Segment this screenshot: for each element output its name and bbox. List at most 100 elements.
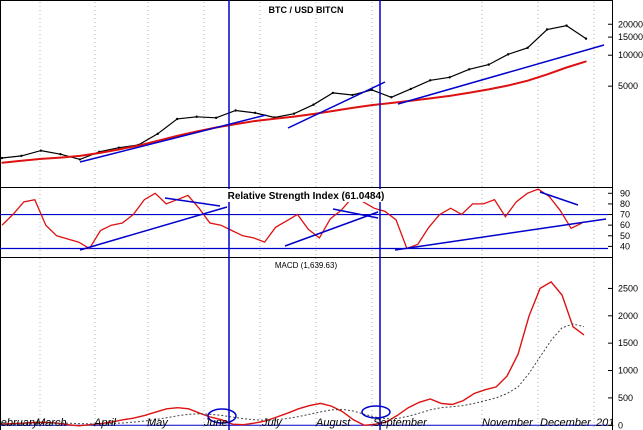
price-ytick-label-0: 20000 (618, 19, 643, 29)
ma-point-26 (507, 84, 509, 87)
price-trendline-1 (79, 114, 267, 163)
month-label-2: April (93, 417, 117, 429)
ma-point-0 (1, 161, 3, 164)
ma-point-3 (59, 156, 62, 159)
ma-point-6 (118, 148, 120, 151)
rsi-trendline-up-2 (284, 211, 379, 247)
price-point-10 (195, 115, 198, 118)
rsi-trendline-up-1 (79, 206, 228, 251)
price-ytick-label-2: 10000 (618, 50, 643, 60)
macd-crossover-ellipse-2 (361, 405, 391, 419)
price-point-4 (78, 158, 82, 161)
macd-panel-frame (0, 257, 613, 430)
ma-point-20 (390, 102, 393, 104)
rsi-trendline-down-3 (539, 191, 579, 206)
ma-point-23 (448, 95, 451, 97)
price-point-26 (506, 53, 510, 56)
month-label-7: September (373, 417, 428, 429)
price-trendline-2 (287, 81, 386, 129)
macd-ytick-label-2: 1500 (618, 338, 638, 348)
price-point-27 (526, 46, 529, 50)
rsi-ytick-label-2: 70 (620, 210, 630, 220)
price-trendline-3 (397, 44, 605, 105)
price-point-2 (39, 149, 43, 152)
ma-point-9 (176, 135, 178, 137)
ma-point-25 (487, 88, 490, 91)
macd-ytick-label-1: 2000 (618, 311, 638, 321)
ma-point-4 (79, 155, 81, 157)
rsi-line (1, 188, 583, 250)
ma-point-7 (137, 144, 140, 147)
ma-point-5 (98, 152, 101, 154)
price-point-8 (156, 132, 159, 136)
price-point-15 (292, 112, 296, 115)
rsi-ytick-label-1: 80 (620, 199, 630, 209)
price-point-17 (331, 91, 335, 95)
month-label-0: February (0, 417, 40, 429)
price-point-9 (176, 117, 179, 121)
macd-ytick-label-3: 1000 (618, 366, 638, 376)
price-ytick-label-3: 5000 (618, 81, 638, 91)
price-point-13 (253, 111, 257, 115)
rsi-ytick-label-5: 40 (620, 241, 630, 251)
rsi-ytick-label-0: 90 (620, 188, 630, 198)
macd-crossover-ellipse-1 (207, 408, 237, 424)
month-label-6: August (315, 417, 351, 429)
month-label-9: December (540, 417, 592, 429)
price-point-3 (59, 152, 62, 156)
price-point-16 (312, 103, 315, 106)
ma-point-15 (293, 115, 295, 118)
price-point-22 (429, 79, 432, 82)
price-panel-title: BTC / USD BITCN (269, 5, 344, 15)
price-ytick-label-1: 15000 (618, 32, 643, 42)
macd-panel-title: MACD (1,639.63) (275, 261, 338, 270)
month-label-1: March (36, 417, 67, 429)
price-point-12 (234, 109, 237, 112)
month-label-3: May (147, 417, 169, 429)
annotation-layer (79, 0, 607, 430)
price-point-23 (448, 76, 451, 79)
ma-point-28 (546, 73, 548, 76)
rsi-trendline-down-1 (164, 197, 221, 207)
price-point-11 (214, 116, 218, 120)
price-point-25 (487, 63, 490, 66)
price-point-29 (565, 24, 568, 27)
month-label-5: July (261, 417, 283, 429)
label-layer: FebruaryMarch April May June July August Septe… (0, 19, 643, 430)
ma-point-27 (526, 79, 529, 82)
ma-point-29 (565, 66, 568, 69)
month-label-10: 201 (595, 417, 614, 429)
rsi-panel-title: Relative Strength Index (61.0484) (228, 191, 385, 202)
ma-point-13 (254, 120, 256, 122)
macd-ytick-label-5: 0 (618, 420, 623, 430)
price-point-6 (117, 146, 121, 149)
ma-point-22 (429, 97, 432, 100)
price-point-28 (545, 28, 549, 31)
rsi-title-backdrop (228, 189, 386, 202)
ma-point-8 (156, 140, 159, 142)
ma-point-14 (273, 117, 276, 120)
ma-point-17 (332, 110, 334, 112)
rsi-ytick-label-4: 50 (620, 231, 630, 241)
ma-point-19 (371, 104, 373, 106)
price-point-0 (0, 156, 4, 160)
signal-line (1, 323, 585, 426)
ma-point-16 (312, 113, 315, 115)
series-layer (0, 24, 608, 427)
price-point-21 (409, 87, 412, 91)
month-label-8: November (482, 417, 534, 429)
ma-point-30 (585, 60, 587, 63)
macd-ytick-label-0: 2500 (618, 283, 638, 293)
ma-point-18 (351, 107, 354, 109)
rsi-ytick-label-3: 60 (620, 220, 630, 230)
rsi-trendline-up-3 (394, 218, 607, 251)
price-point-1 (20, 154, 23, 158)
ma-point-12 (234, 123, 237, 125)
price-point-20 (390, 96, 393, 99)
ma-point-2 (40, 158, 42, 160)
price-point-30 (584, 37, 588, 40)
rsi-trendline-down-2 (332, 208, 379, 219)
ma-point-1 (20, 159, 23, 162)
